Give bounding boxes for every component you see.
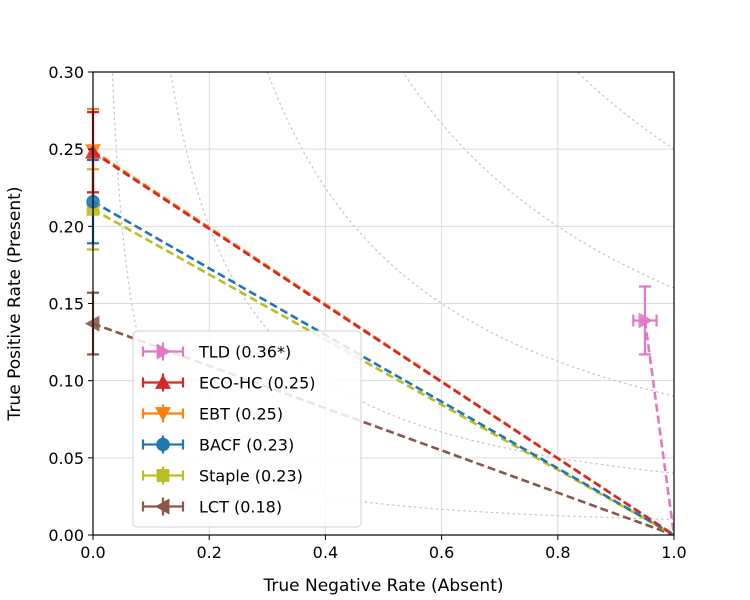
legend-marker (156, 469, 170, 482)
x-axis-label: True Negative Rate (Absent) (262, 576, 503, 596)
x-tick-label: 0.6 (429, 543, 454, 562)
legend-item: EBT (0.25) (141, 404, 283, 424)
legend: TLD (0.36*) ECO-HC (0.25) EBT (0.25) BACF (… (132, 330, 362, 528)
legend-label: Staple (0.23) (199, 467, 303, 486)
y-tick-label: 0.30 (48, 63, 84, 82)
data-point (638, 312, 653, 329)
y-axis-label: True Positive Rate (Present) (5, 187, 25, 422)
series-line (93, 151, 674, 535)
legend-marker (155, 407, 171, 422)
legend-label: TLD (0.36*) (198, 343, 291, 362)
y-axis: 0.00 0.05 0.10 0.15 0.20 0.25 0.30 (48, 63, 93, 545)
x-tick-label: 0.2 (196, 543, 221, 562)
legend-item: TLD (0.36*) (141, 342, 291, 362)
x-tick-label: 1.0 (661, 543, 686, 562)
legend-box (132, 330, 362, 528)
legend-item: ECO-HC (0.25) (141, 373, 316, 393)
series-line (93, 200, 674, 535)
legend-label: BACF (0.23) (199, 436, 294, 455)
x-tick-label: 0.0 (80, 543, 105, 562)
legend-marker (155, 374, 171, 389)
legend-item: BACF (0.23) (141, 435, 294, 455)
series-line (643, 320, 674, 535)
x-tick-label: 0.4 (313, 543, 338, 562)
y-tick-label: 0.20 (48, 217, 84, 236)
legend-item: Staple (0.23) (141, 466, 303, 486)
data-point (85, 315, 100, 332)
legend-marker (155, 498, 170, 515)
y-tick-label: 0.15 (48, 295, 84, 314)
x-axis: 0.0 0.2 0.4 0.6 0.8 1.0 (80, 535, 687, 562)
x-tick-label: 0.8 (545, 543, 570, 562)
y-tick-label: 0.00 (48, 526, 84, 545)
legend-label: LCT (0.18) (199, 498, 282, 517)
legend-label: EBT (0.25) (199, 405, 283, 424)
y-tick-label: 0.05 (48, 449, 84, 468)
legend-label: ECO-HC (0.25) (199, 374, 316, 393)
y-tick-label: 0.10 (48, 372, 84, 391)
y-tick-label: 0.25 (48, 140, 84, 159)
legend-marker (156, 343, 171, 360)
iso-curve (111, 72, 674, 521)
legend-item: LCT (0.18) (141, 497, 282, 517)
legend-marker (156, 437, 170, 452)
